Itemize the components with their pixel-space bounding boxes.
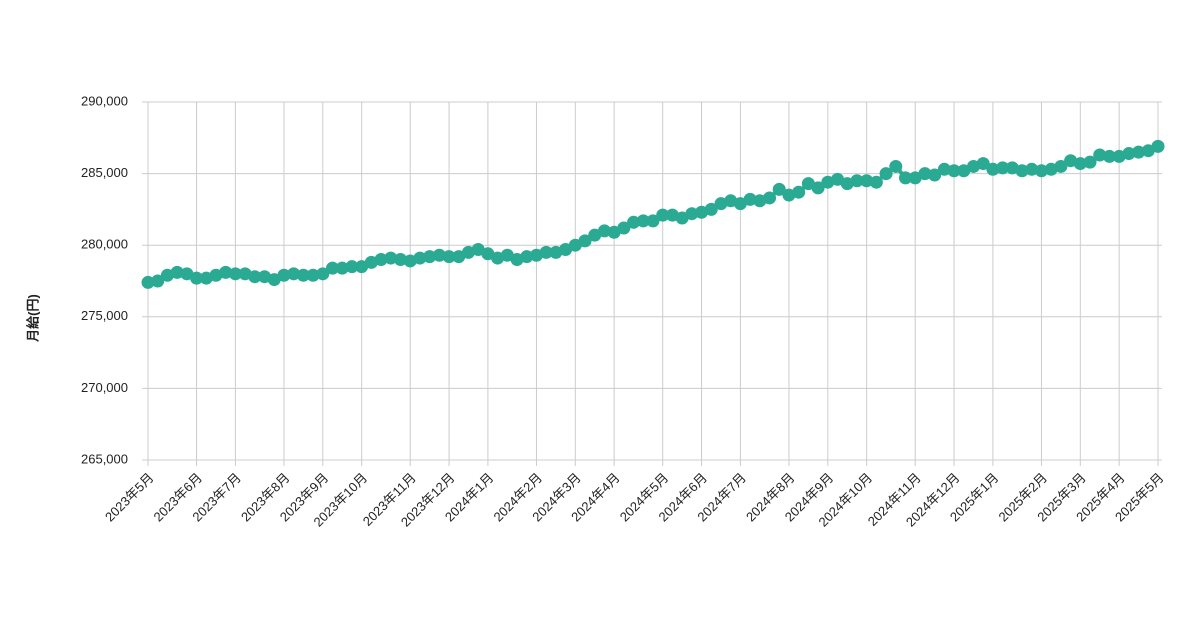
point [1034, 164, 1048, 178]
point [219, 265, 233, 279]
point [1093, 148, 1107, 162]
point [374, 253, 388, 267]
point [937, 162, 951, 176]
point [578, 234, 592, 248]
point [432, 248, 446, 262]
point [928, 168, 942, 182]
point [326, 261, 340, 275]
point [675, 211, 689, 225]
point [899, 171, 912, 185]
point [481, 247, 495, 261]
point [1122, 147, 1136, 161]
point [500, 248, 514, 262]
point [831, 172, 845, 186]
y-tick-label: 280,000 [81, 237, 128, 252]
point [384, 251, 398, 265]
point [597, 224, 611, 238]
point [141, 275, 155, 289]
point [908, 171, 922, 185]
point [704, 202, 718, 216]
point [627, 215, 641, 229]
y-tick-label: 275,000 [81, 308, 128, 323]
point [860, 174, 874, 188]
point [879, 167, 893, 181]
point [1054, 159, 1068, 173]
point [394, 253, 407, 267]
point [850, 174, 864, 188]
point [539, 245, 553, 259]
y-axis-label: 月給(円) [25, 294, 40, 343]
y-tick-label: 285,000 [81, 165, 128, 180]
point [792, 185, 806, 199]
point [588, 228, 602, 242]
point [471, 242, 485, 256]
point [267, 273, 281, 287]
point [656, 208, 670, 222]
x-tick-label: 2023年5月 [102, 470, 157, 525]
point [442, 250, 456, 264]
point [355, 260, 369, 274]
point [413, 251, 427, 265]
point [520, 250, 534, 264]
point [1151, 139, 1165, 153]
point [1025, 162, 1039, 176]
point [1073, 157, 1087, 171]
point [452, 250, 466, 264]
point [423, 250, 437, 264]
point [1102, 149, 1116, 163]
point [277, 268, 291, 282]
point [248, 270, 262, 284]
point [1132, 145, 1146, 159]
point [190, 271, 204, 285]
point [889, 159, 903, 173]
point [772, 182, 786, 196]
point [568, 238, 582, 252]
point [947, 164, 961, 178]
point [180, 267, 194, 281]
point [287, 267, 301, 281]
point [228, 267, 242, 281]
point [646, 214, 660, 228]
point [733, 197, 747, 211]
point [986, 162, 1000, 176]
point [345, 260, 359, 274]
point [306, 268, 320, 282]
point [335, 261, 349, 275]
point [170, 265, 184, 279]
point [976, 157, 990, 171]
point [559, 242, 573, 256]
point [316, 267, 330, 281]
point [801, 177, 815, 191]
point [743, 192, 757, 206]
point [763, 191, 777, 205]
point [869, 175, 883, 189]
point [1015, 164, 1029, 178]
y-tick-label: 290,000 [81, 93, 128, 108]
point [996, 161, 1010, 175]
point [918, 167, 932, 181]
point [1141, 144, 1155, 158]
point [296, 268, 310, 282]
point [685, 207, 699, 221]
point [957, 164, 971, 178]
point [1083, 155, 1097, 169]
y-tick-label: 270,000 [81, 380, 128, 395]
point [811, 181, 825, 195]
y-tick-label: 265,000 [81, 451, 128, 466]
point [151, 274, 165, 288]
point [607, 225, 621, 239]
point [617, 221, 631, 235]
point [636, 214, 650, 228]
